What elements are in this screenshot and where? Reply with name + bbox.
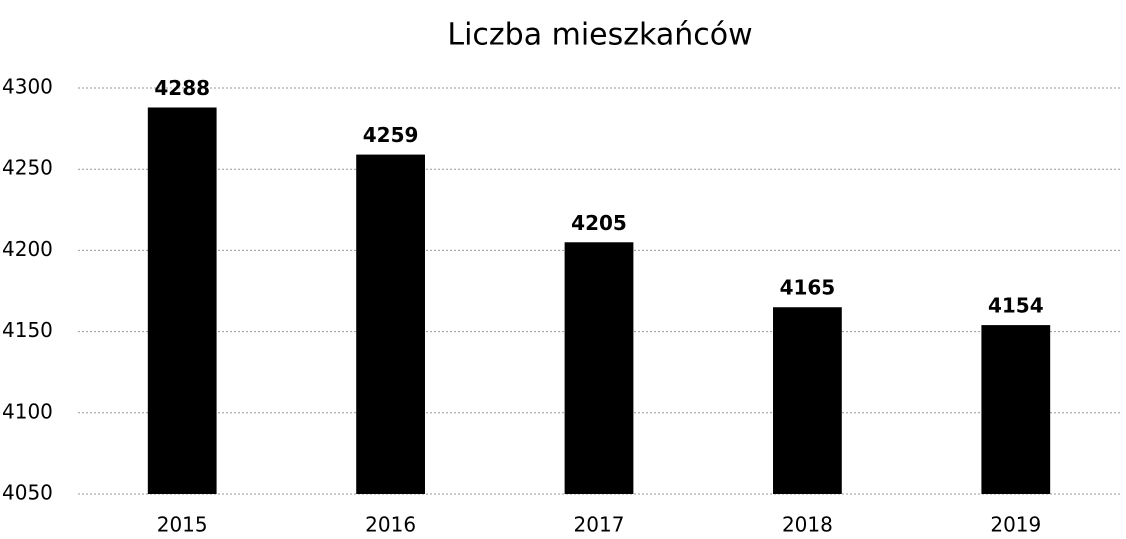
x-tick-label: 2018 xyxy=(782,513,833,537)
bar xyxy=(981,325,1051,494)
chart-title: Liczba mieszkańców xyxy=(447,18,752,53)
y-tick-label: 4250 xyxy=(2,156,53,180)
data-label: 4288 xyxy=(154,76,210,100)
data-label: 4205 xyxy=(571,211,627,235)
bar xyxy=(147,107,217,494)
bar xyxy=(773,307,842,494)
y-tick-label: 4050 xyxy=(2,481,53,505)
x-tick-label: 2019 xyxy=(990,513,1041,537)
bar xyxy=(564,242,634,494)
y-tick-label: 4150 xyxy=(2,318,53,342)
data-label: 4259 xyxy=(363,123,419,147)
data-label: 4154 xyxy=(988,294,1044,318)
x-tick-label: 2017 xyxy=(574,513,625,537)
y-tick-label: 4300 xyxy=(2,75,53,99)
x-tick-label: 2015 xyxy=(157,513,208,537)
y-tick-label: 4100 xyxy=(2,399,53,423)
bar xyxy=(356,154,425,495)
data-label: 4165 xyxy=(780,276,836,300)
y-tick-label: 4200 xyxy=(2,237,53,261)
x-tick-label: 2016 xyxy=(365,513,416,537)
